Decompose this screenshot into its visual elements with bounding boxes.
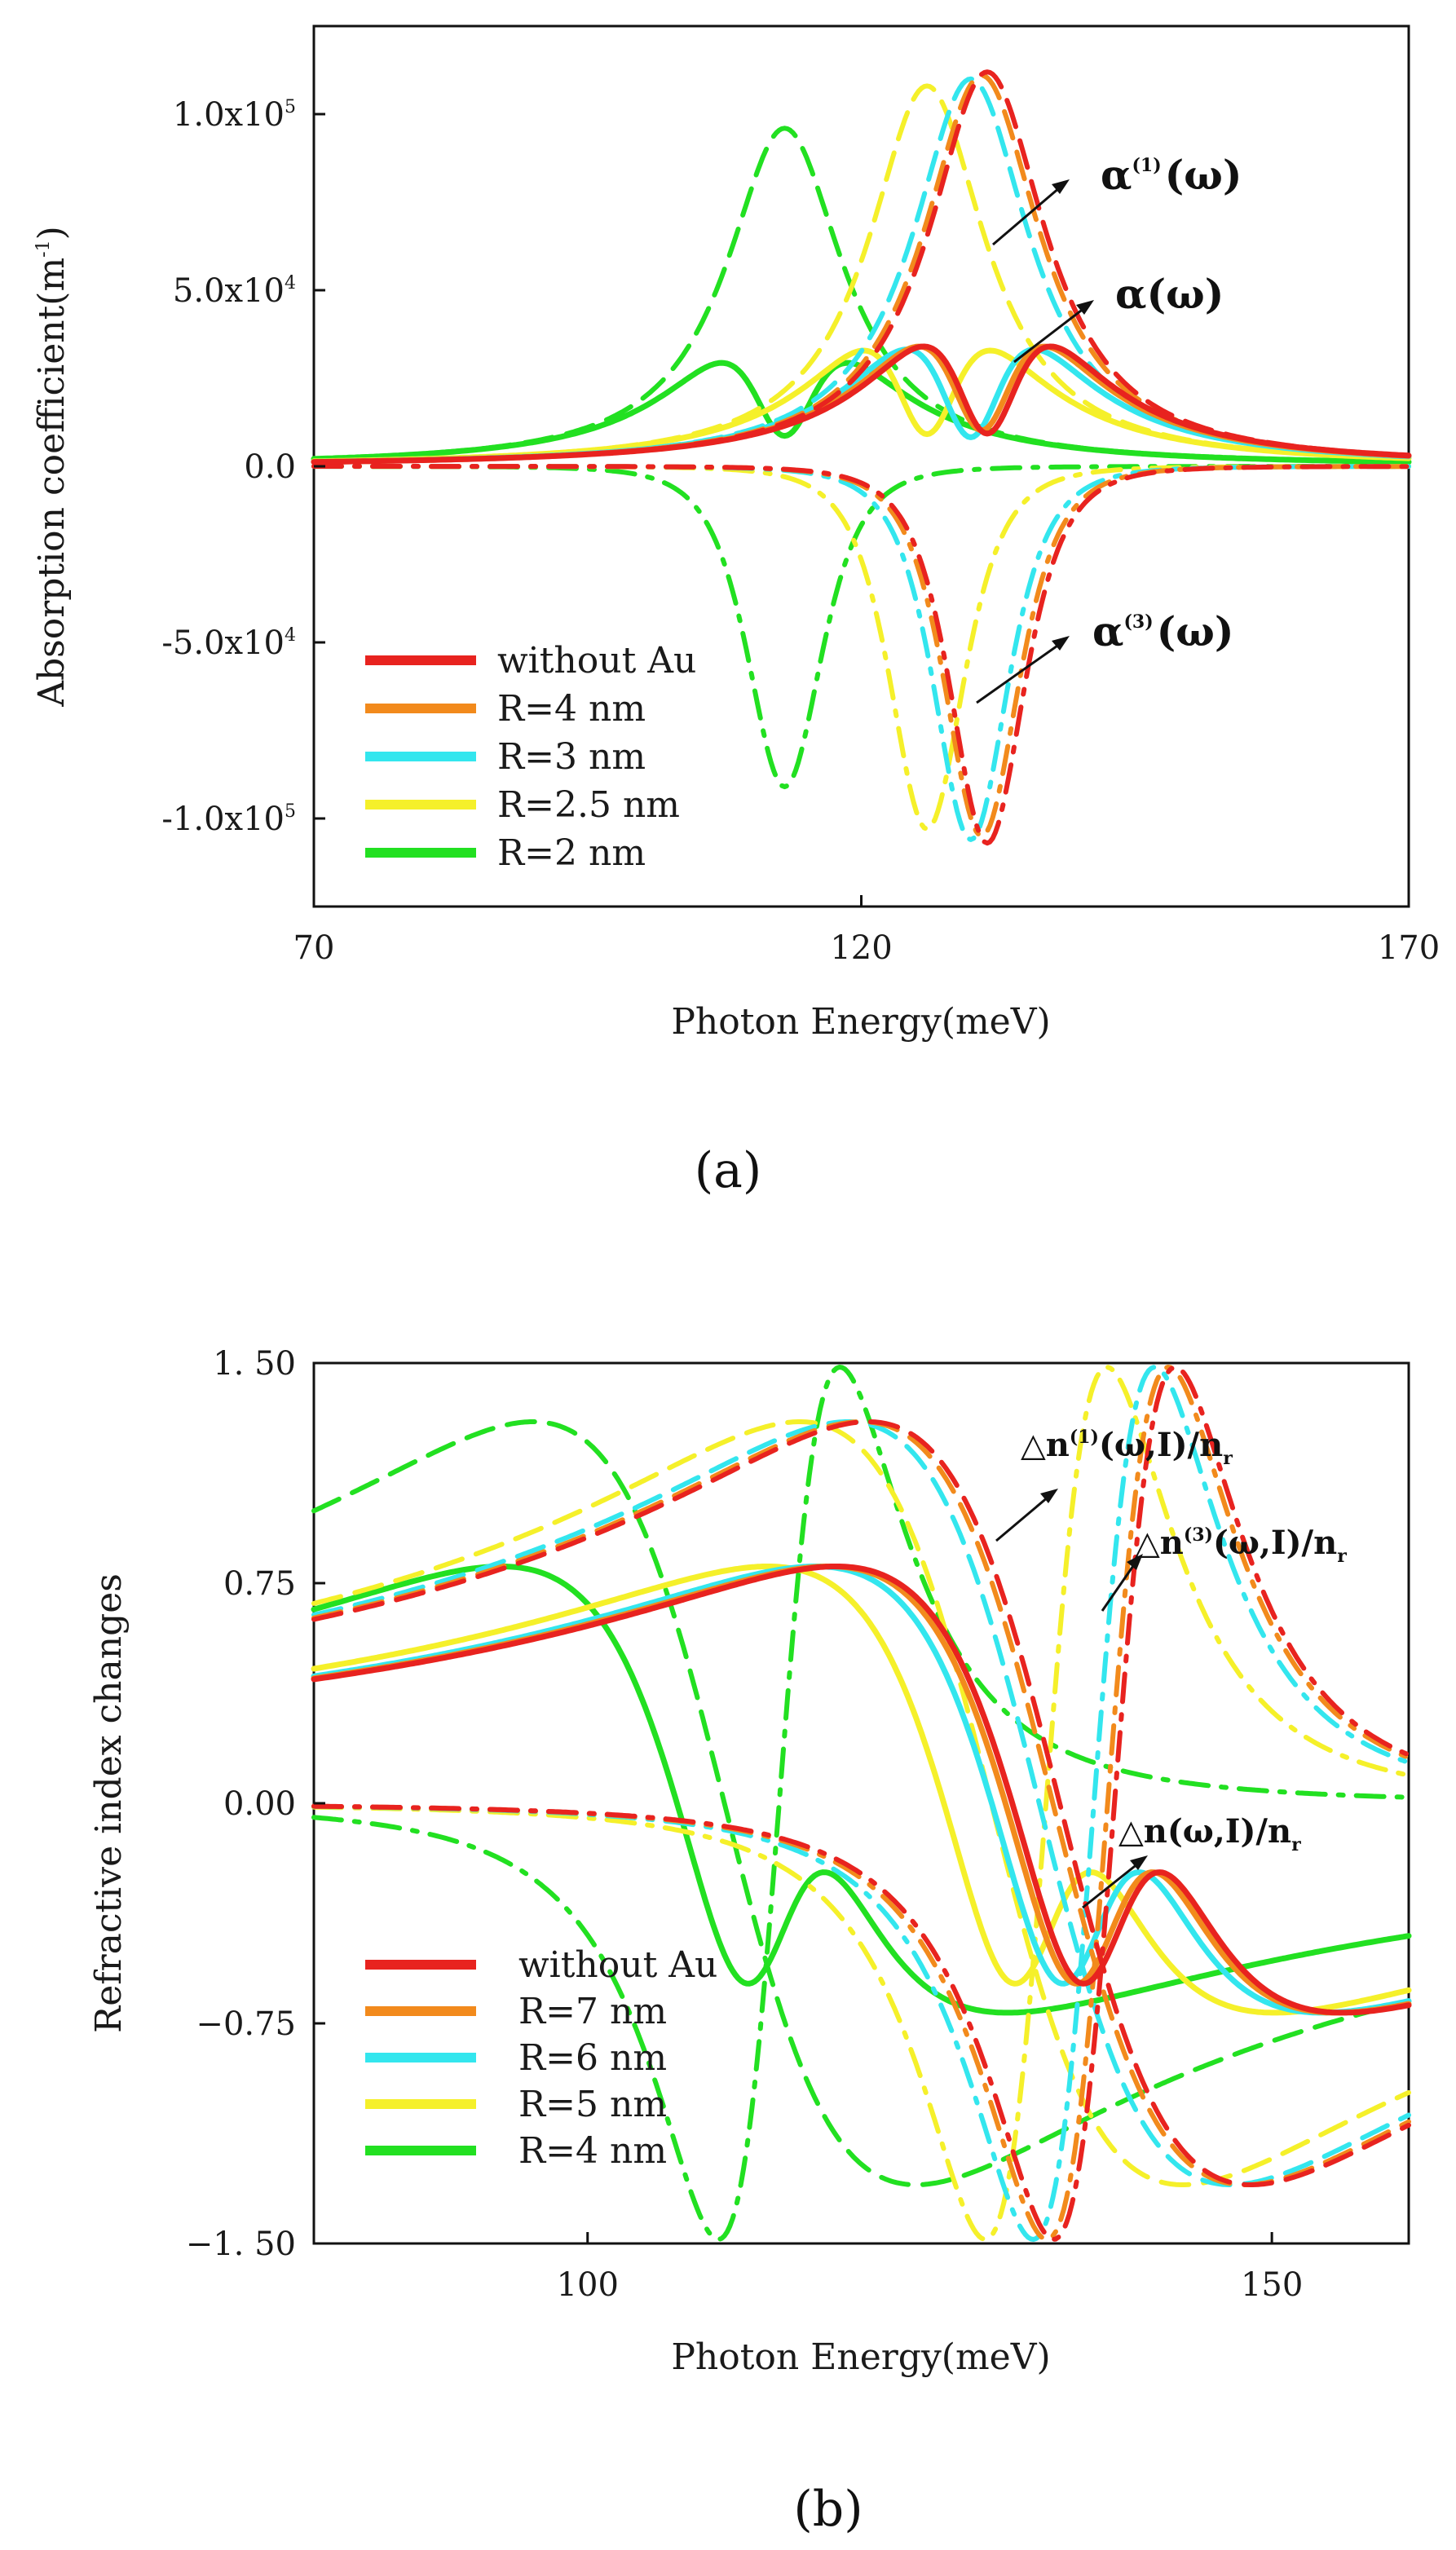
- y-tick-label: -1.0x105: [161, 801, 296, 838]
- arrowhead-icon: [1052, 636, 1070, 651]
- panel-a-legend: without Au R=4 nm R=3 nm R=2.5 nm R=2 nm: [365, 640, 696, 874]
- y-tick-label: 0.00: [223, 1785, 296, 1823]
- panel-a-annotations: α(1)(ω) α(ω) α(3)(ω): [976, 151, 1242, 704]
- series-dn1-line: [311, 1419, 1411, 2187]
- y-tick-label: −0.75: [196, 2005, 296, 2043]
- panel-a-legend-label: R=3 nm: [497, 736, 646, 778]
- x-tick-label: 100: [557, 2266, 619, 2304]
- x-tick-label: 120: [830, 929, 892, 967]
- annotation-arrow: [1101, 1563, 1136, 1612]
- panel-a-legend-label: R=4 nm: [497, 688, 646, 730]
- panel-b-chart: 1. 50 0.75 0.00 −0.75 −1. 50 100 150 Photon E…: [88, 1345, 1412, 2538]
- series-dn3-line: [311, 1365, 1411, 2242]
- panel-a-legend-label: without Au: [497, 640, 696, 682]
- x-tick-label: 170: [1378, 929, 1440, 967]
- panel-a-legend-label: R=2.5 nm: [497, 784, 680, 826]
- series-dn-total-line: [311, 1564, 1412, 2016]
- panel-b-label: (b): [793, 2481, 863, 2538]
- panel-a-label: (a): [695, 1142, 762, 1199]
- panel-b-legend-label: R=6 nm: [518, 2037, 667, 2079]
- x-tick-label: 70: [293, 929, 335, 967]
- y-tick-label: 0.75: [223, 1565, 296, 1603]
- panel-a-legend-label: R=2 nm: [497, 832, 646, 874]
- annotation-arrow: [976, 642, 1061, 704]
- panel-a-x-axis-label: Photon Energy(meV): [671, 1001, 1050, 1043]
- series-dn-total-line: [311, 1564, 1412, 2016]
- series-dn-total-line: [311, 1564, 1412, 2016]
- panel-b-y-axis-label: Refractive index changes: [88, 1573, 130, 2033]
- y-tick-label: 0.0: [244, 448, 296, 486]
- arrowhead-icon: [1130, 1855, 1148, 1870]
- annotation-arrow: [1013, 307, 1085, 364]
- y-tick-label: 1. 50: [213, 1345, 296, 1383]
- panel-b-legend-label: R=7 nm: [518, 1991, 667, 2032]
- arrowhead-icon: [1040, 1489, 1058, 1503]
- series-dn1-line: [311, 1419, 1411, 2187]
- panel-a-x-ticks: 70 120 170: [293, 895, 1440, 967]
- series-dn3-line: [311, 1365, 1411, 2242]
- series-dn1-line: [311, 1419, 1411, 2187]
- annotation-arrow: [995, 1495, 1049, 1542]
- panel-b-legend: without Au R=7 nm R=6 nm R=5 nm R=4 nm: [365, 1944, 717, 2172]
- y-tick-label: -5.0x104: [161, 624, 296, 662]
- arrowhead-icon: [1127, 1554, 1143, 1570]
- annotation-dn1: △n(1)(ω,I)/nr: [1021, 1426, 1233, 1469]
- annotation-dn3: △n(3)(ω,I)/nr: [1135, 1524, 1347, 1567]
- panel-b-x-axis-label: Photon Energy(meV): [671, 2336, 1050, 2378]
- panel-b-legend-label: R=5 nm: [518, 2084, 667, 2125]
- y-tick-label: −1. 50: [186, 2226, 296, 2263]
- y-tick-label: 1.0x105: [173, 96, 296, 134]
- arrowhead-icon: [1076, 300, 1094, 315]
- series-alpha-total-line: [311, 343, 1412, 465]
- y-tick-label: 5.0x104: [173, 272, 296, 310]
- panel-b-curves: [311, 1365, 1412, 2242]
- annotation-dn: △n(ω,I)/nr: [1118, 1812, 1301, 1855]
- panel-b-legend-label: without Au: [518, 1944, 717, 1986]
- panel-b-legend-label: R=4 nm: [518, 2130, 667, 2172]
- panel-a-y-axis-label: Absorption coefficient(m-1): [31, 226, 73, 708]
- panel-b-annotations: △n(1)(ω,I)/nr △n(3)(ω,I)/nr △n(ω,I)/nr: [995, 1426, 1347, 1909]
- panel-b-y-ticks: 1. 50 0.75 0.00 −0.75 −1. 50: [186, 1345, 325, 2263]
- panel-b-x-ticks: 100 150: [557, 2232, 1303, 2304]
- annotation-alpha: α(ω): [1115, 270, 1224, 318]
- annotation-alpha3: α(3)(ω): [1092, 607, 1234, 655]
- panel-a-curves: [311, 69, 1412, 846]
- annotation-arrow: [1082, 1862, 1139, 1909]
- annotation-arrow: [992, 186, 1061, 246]
- x-tick-label: 150: [1241, 2266, 1303, 2304]
- panel-a-y-ticks: 1.0x105 5.0x104 0.0 -5.0x104 -1.0x105: [161, 96, 325, 838]
- series-alpha3-line: [311, 464, 1411, 846]
- panel-a-chart: 1.0x105 5.0x104 0.0 -5.0x104 -1.0x105 70 120 1…: [31, 24, 1440, 1199]
- annotation-alpha1: α(1)(ω): [1101, 151, 1242, 199]
- arrowhead-icon: [1052, 179, 1070, 194]
